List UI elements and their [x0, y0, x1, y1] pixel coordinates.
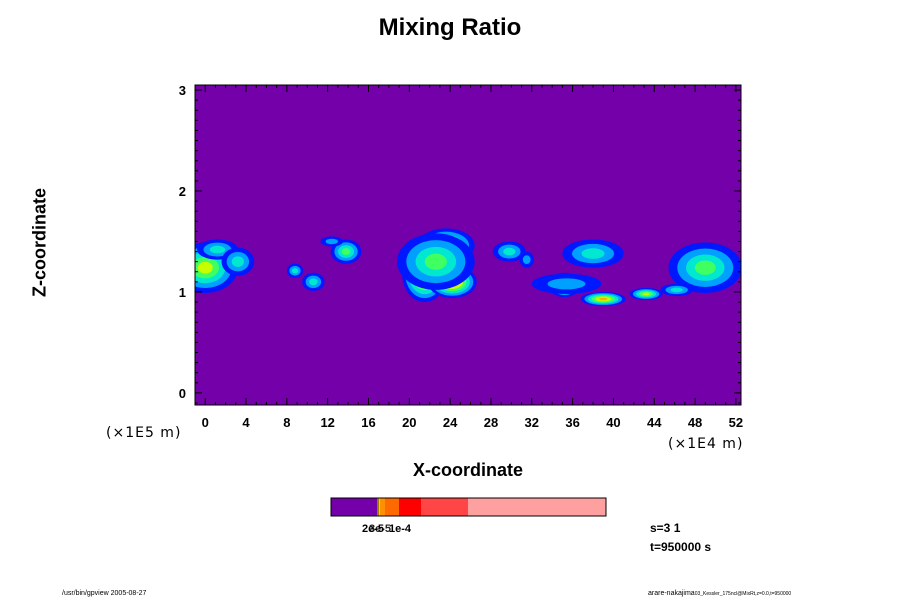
y-tick-label-3: 3	[179, 83, 186, 98]
cloud-12-level-1	[522, 255, 531, 265]
colorbar-label-2: 3e-5	[369, 523, 392, 535]
cloud-0-level-4	[197, 261, 213, 274]
cloud-14-level-5	[598, 297, 608, 301]
x-tick-label-16: 16	[361, 415, 375, 430]
cloud-18-level-3	[694, 260, 716, 275]
y-axis-label: Z-coordinate	[29, 188, 50, 298]
x-tick-label-44: 44	[647, 415, 662, 430]
cloud-1-level-2	[209, 245, 226, 254]
time-info: t=950000 s	[650, 540, 712, 554]
cloud-4-level-2	[309, 278, 318, 286]
colorbar-segment-6	[468, 498, 606, 516]
colorbar-segment-1	[377, 498, 380, 516]
cloud-2-level-2	[231, 256, 244, 267]
step-info: s=3 1	[650, 521, 681, 535]
x-scale-label: (×1E4 m)	[668, 436, 744, 452]
x-tick-label-4: 4	[242, 415, 250, 430]
colorbar-label-1: 2e-5	[362, 523, 385, 535]
plot-frame	[194, 84, 742, 406]
y-tick-label-0: 0	[179, 386, 186, 401]
cloud-19-level-2	[670, 287, 683, 293]
y-tick-label-2: 2	[179, 184, 186, 199]
x-tick-label-12: 12	[320, 415, 334, 430]
x-tick-label-28: 28	[484, 415, 498, 430]
chart-title: Mixing Ratio	[378, 14, 522, 41]
x-tick-label-32: 32	[525, 415, 539, 430]
x-tick-label-20: 20	[402, 415, 416, 430]
z-scale-label: (×1E5 m)	[106, 425, 182, 441]
cloud-10-level-3	[424, 253, 447, 270]
footer-right-main: arare-nakajima	[648, 590, 695, 597]
footer-right-small: 03_Kessler_175ncl@MixRt,z=0.0,t=950000	[694, 591, 792, 597]
colorbar-segment-0	[331, 498, 377, 516]
x-tick-label-24: 24	[443, 415, 458, 430]
cloud-15-level-4	[642, 292, 650, 296]
colorbar-frame	[330, 497, 607, 517]
cloud-5-level-3	[341, 248, 351, 256]
x-tick-label-48: 48	[688, 415, 702, 430]
x-tick-label-8: 8	[283, 415, 290, 430]
cloud-16-level-2	[581, 248, 605, 259]
cloud-3-level-2	[291, 268, 299, 274]
colorbar	[330, 497, 607, 517]
x-tick-label-0: 0	[202, 415, 209, 430]
y-tick-label-1: 1	[179, 285, 186, 300]
colorbar-segment-4	[399, 498, 421, 516]
cloud-11-level-2	[503, 247, 516, 256]
colorbar-label-3: 1e-4	[389, 523, 412, 535]
footer-right: arare-nakajima03_Kessler_175ncl@MixRt,z=…	[648, 590, 791, 597]
cloud-17-level-1	[547, 278, 586, 290]
x-tick-label-40: 40	[606, 415, 620, 430]
mixing-ratio-field	[195, 228, 741, 307]
x-tick-label-52: 52	[729, 415, 743, 430]
x-tick-label-36: 36	[565, 415, 579, 430]
x-axis-label: X-coordinate	[412, 460, 523, 480]
cloud-6-level-1	[325, 238, 338, 245]
colorbar-segment-5	[421, 498, 468, 516]
colorbar-segment-3	[385, 498, 399, 516]
colorbar-segment-2	[380, 498, 385, 516]
footer-left: /usr/bin/gpview 2005-08-27	[62, 590, 147, 597]
